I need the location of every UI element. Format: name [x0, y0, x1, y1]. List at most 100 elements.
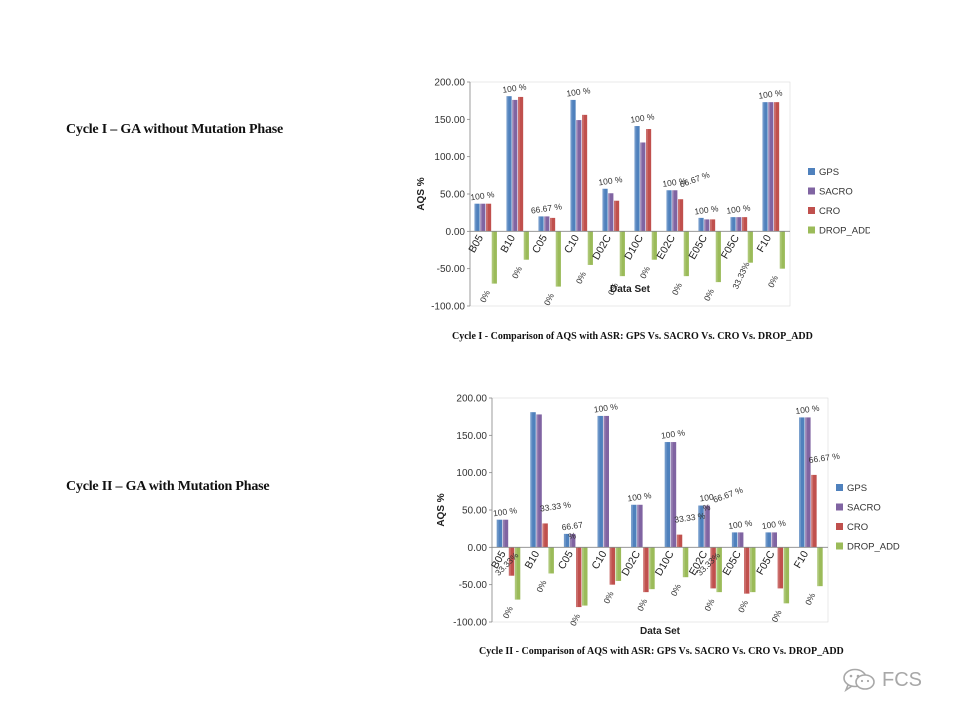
chart1-bar-highlight — [736, 217, 739, 232]
chart1-bar-drop_add-d10c — [651, 231, 657, 260]
chart2-y-tick-label: 100.00 — [456, 468, 487, 479]
chart2-bar-highlight — [811, 474, 814, 548]
chart1-bar-gps-c10 — [570, 99, 576, 232]
chart1-bar-highlight — [646, 129, 648, 232]
chart2-data-label: 0% — [501, 604, 515, 620]
chart1-y-tick-label: 0.00 — [446, 227, 466, 238]
chart2-bar-highlight — [502, 519, 505, 548]
chart2-bar-cro-b05 — [508, 547, 515, 576]
chart2-bar-highlight — [536, 414, 539, 548]
chart1-bar-highlight — [634, 126, 637, 232]
chart1-bar-sacro-d10c — [640, 142, 646, 232]
chart1-bar-sacro-d02c — [608, 193, 614, 232]
chart2-bar-highlight — [664, 442, 667, 548]
chart2-bar-sacro-f05c — [771, 532, 777, 548]
chart1-data-label: 100 % — [662, 176, 688, 189]
chart1-y-axis-title: AQS % — [416, 177, 427, 210]
wechat-icon — [842, 668, 876, 692]
chart2-bar-highlight — [670, 442, 673, 548]
chart2-legend-swatch-cro — [836, 523, 843, 530]
chart1-bar-sacro-f05c — [736, 217, 742, 232]
chart2-legend-swatch-gps — [836, 484, 843, 491]
chart1-data-label: 100 % — [630, 111, 656, 124]
chart2-data-label: 100 % — [593, 401, 619, 414]
chart2-bar-highlight — [496, 519, 499, 548]
chart2-legend-label-gps: GPS — [847, 483, 867, 494]
chart1-data-label: 100 % — [694, 203, 720, 216]
chart2-bar-gps-f10 — [799, 417, 805, 548]
chart2-bar-gps-c05 — [563, 533, 570, 548]
chart2-bar-cro-b10 — [542, 523, 548, 548]
chart2-bar-drop_add-d10c — [682, 547, 689, 578]
chart2-bar-highlight — [569, 533, 572, 548]
chart1-bar-gps-b10 — [506, 96, 512, 232]
chart2-bar-cro-d02c — [643, 547, 649, 593]
chart1-bar-highlight — [480, 203, 483, 232]
chart2-bar-sacro-d10c — [670, 442, 677, 548]
chart1-data-label: 0% — [670, 281, 684, 297]
chart2-bar-highlight — [514, 547, 517, 600]
chart2-bar-highlight — [777, 547, 780, 589]
chart2-data-label: 0% — [669, 582, 683, 598]
chart2-bar-cro-d10c — [676, 534, 683, 548]
chart2-bar-highlight — [530, 412, 533, 548]
chart2-bar-highlight — [542, 523, 545, 548]
chart2-data-label: 100 % — [728, 518, 754, 531]
chart1-bar-highlight — [678, 199, 680, 232]
chart1-bar-highlight — [698, 217, 701, 232]
chart1-bar-cro-e02c — [678, 199, 684, 232]
chart1-x-axis-title: Data Set — [610, 284, 651, 295]
chart1-y-tick-label: 200.00 — [434, 78, 465, 89]
chart1-bar-cro-b05 — [486, 203, 492, 232]
chart1-y-tick-label: -50.00 — [437, 264, 466, 275]
chart1-bar-drop_add-b10 — [523, 231, 529, 260]
chart2-bar-cro-f05c — [777, 547, 784, 589]
chart1-bar-highlight — [651, 231, 654, 260]
chart1-bar-drop_add-b05 — [491, 231, 497, 284]
chart1-data-label: 0% — [702, 287, 716, 303]
chart2-bar-highlight — [603, 415, 606, 548]
chart2-bar-cro-c10 — [609, 547, 616, 585]
chart1-bar-highlight — [538, 216, 541, 232]
chart2-bar-highlight — [676, 534, 679, 548]
chart2-bar-highlight — [582, 547, 584, 606]
chart1-bar-cro-d10c — [646, 129, 652, 232]
chart2-bar-highlight — [783, 547, 786, 604]
chart2-bar-highlight — [682, 547, 685, 578]
chart1-bar-sacro-e05c — [704, 219, 710, 232]
chart2-bar-highlight — [817, 547, 820, 587]
chart2-data-label: 66.67 % — [808, 451, 841, 465]
chart1-bar-highlight — [523, 231, 526, 260]
chart1-bar-highlight — [747, 231, 750, 263]
chart2-data-label: 100 % — [627, 490, 653, 503]
chart2-bar-sacro-c05 — [569, 533, 576, 548]
cycle1-chart: 200.00 150.00 100.00 50.00 0.00 -50.00 -100.00… — [410, 68, 872, 330]
chart1-bar-sacro-c10 — [576, 120, 582, 232]
chart1-y-tick-label: 50.00 — [440, 190, 465, 201]
chart1-bar-cro-b10 — [518, 96, 524, 232]
chart1-data-label: 100 % — [502, 82, 528, 95]
chart1-bar-cro-c05 — [550, 217, 556, 232]
chart2-bar-gps-c10 — [597, 415, 603, 548]
chart1-bar-cro-d02c — [614, 200, 620, 232]
chart2-bar-drop_add-e05c — [750, 547, 756, 593]
chart1-bar-gps-f10 — [762, 102, 768, 232]
chart1-bar-highlight — [518, 96, 520, 232]
chart1-data-label: 100 % — [726, 202, 752, 215]
cycle1-caption: Cycle I - Comparison of AQS with ASR: GP… — [452, 331, 813, 342]
chart2-bar-drop_add-f10 — [817, 547, 823, 587]
chart1-bar-drop_add-d02c — [619, 231, 625, 277]
chart2-bar-highlight — [576, 547, 578, 608]
chart2-data-label: 0% — [601, 589, 615, 605]
chart1-bar-highlight — [640, 142, 643, 232]
chart1-bar-highlight — [779, 231, 782, 269]
chart1-bar-drop_add-f05c — [747, 231, 753, 263]
chart2-bar-sacro-b05 — [502, 519, 509, 548]
chart1-plot-area — [469, 81, 791, 307]
chart1-bar-highlight — [710, 219, 712, 232]
cycle2-chart-svg: 200.00 150.00 100.00 50.00 0.00 -50.00 -100.00… — [436, 394, 900, 638]
chart1-bar-gps-c05 — [538, 216, 544, 232]
chart1-legend-label-sacro: SACRO — [819, 187, 853, 198]
chart1-bar-highlight — [762, 102, 765, 232]
chart1-bar-highlight — [512, 99, 515, 232]
